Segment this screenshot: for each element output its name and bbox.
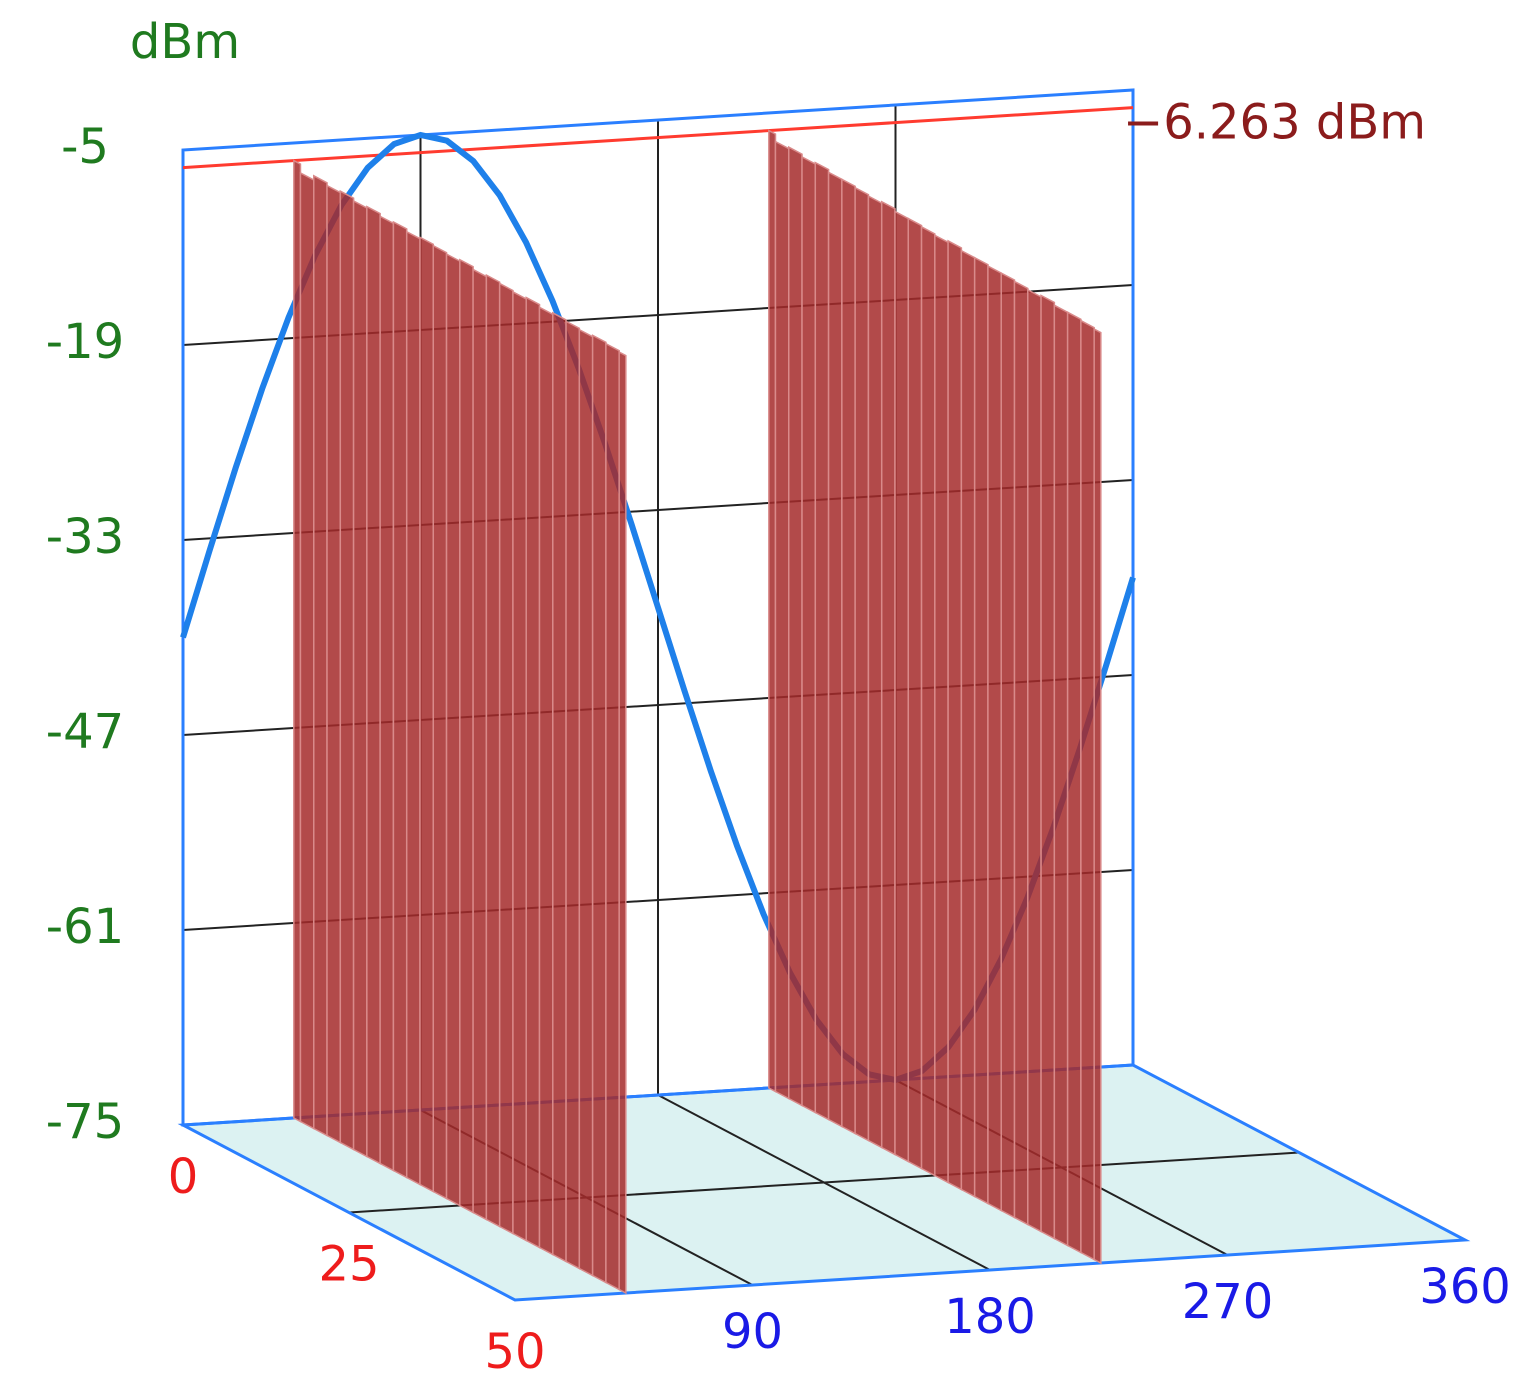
bar bbox=[392, 220, 408, 1179]
x-tick-label: 360 bbox=[1419, 1259, 1511, 1315]
bar bbox=[973, 256, 989, 1205]
y-tick-label: -47 bbox=[46, 704, 124, 760]
bar bbox=[1040, 294, 1056, 1240]
bar bbox=[894, 210, 910, 1163]
bar bbox=[1066, 311, 1082, 1254]
y-axis-label: dBm bbox=[130, 14, 240, 70]
bar bbox=[814, 161, 830, 1121]
bar bbox=[1027, 288, 1042, 1233]
x-tick-label: 180 bbox=[944, 1289, 1036, 1345]
bar bbox=[512, 290, 527, 1242]
bar bbox=[774, 140, 790, 1100]
bar bbox=[578, 328, 594, 1277]
bar bbox=[841, 178, 856, 1135]
y-tick-label: -75 bbox=[46, 1094, 124, 1150]
bar bbox=[326, 184, 342, 1144]
bar bbox=[293, 159, 302, 1123]
bar bbox=[313, 174, 328, 1137]
y-tick-label: -33 bbox=[46, 509, 124, 565]
bar bbox=[498, 282, 514, 1235]
bar bbox=[405, 230, 421, 1186]
bar bbox=[445, 252, 461, 1207]
bar bbox=[1093, 327, 1102, 1265]
bar bbox=[472, 268, 488, 1221]
bar bbox=[1013, 280, 1029, 1226]
bar bbox=[352, 199, 368, 1158]
z-tick-label: 50 bbox=[484, 1324, 545, 1380]
bar bbox=[768, 129, 777, 1093]
bar bbox=[552, 311, 567, 1263]
bar bbox=[565, 320, 581, 1270]
bar bbox=[1053, 304, 1069, 1247]
bar bbox=[618, 350, 627, 1295]
bar bbox=[379, 215, 395, 1172]
bar bbox=[854, 186, 870, 1142]
bar bbox=[934, 234, 949, 1184]
x-tick-label: 270 bbox=[1182, 1274, 1274, 1330]
bar bbox=[987, 264, 1002, 1212]
bar bbox=[827, 171, 843, 1128]
bar bbox=[591, 334, 607, 1284]
bar bbox=[339, 189, 355, 1151]
z-tick-label: 0 bbox=[168, 1149, 199, 1205]
y-tick-label: -19 bbox=[46, 314, 124, 370]
bar bbox=[459, 258, 474, 1214]
bar bbox=[960, 249, 976, 1198]
bar bbox=[605, 342, 620, 1291]
bar bbox=[788, 145, 803, 1107]
bar bbox=[525, 296, 541, 1249]
bar bbox=[920, 225, 936, 1177]
bar bbox=[299, 171, 315, 1130]
bar bbox=[867, 194, 883, 1149]
bar bbox=[366, 205, 381, 1165]
marker-label: −6.263 dBm bbox=[1123, 95, 1426, 151]
bar bbox=[538, 306, 554, 1256]
z-tick-label: 25 bbox=[318, 1237, 379, 1293]
bar bbox=[485, 273, 501, 1228]
marker-line bbox=[182, 106, 1134, 170]
bar bbox=[432, 244, 448, 1200]
bar bbox=[419, 236, 435, 1193]
bar bbox=[947, 239, 963, 1191]
x-tick-label: 90 bbox=[722, 1304, 783, 1360]
bar bbox=[907, 217, 923, 1170]
y-tick-label: -5 bbox=[61, 119, 109, 175]
bar bbox=[801, 155, 817, 1114]
bar bbox=[1000, 271, 1016, 1219]
y-tick-label: -61 bbox=[46, 899, 124, 955]
bar bbox=[1080, 319, 1095, 1261]
bar bbox=[880, 200, 896, 1156]
